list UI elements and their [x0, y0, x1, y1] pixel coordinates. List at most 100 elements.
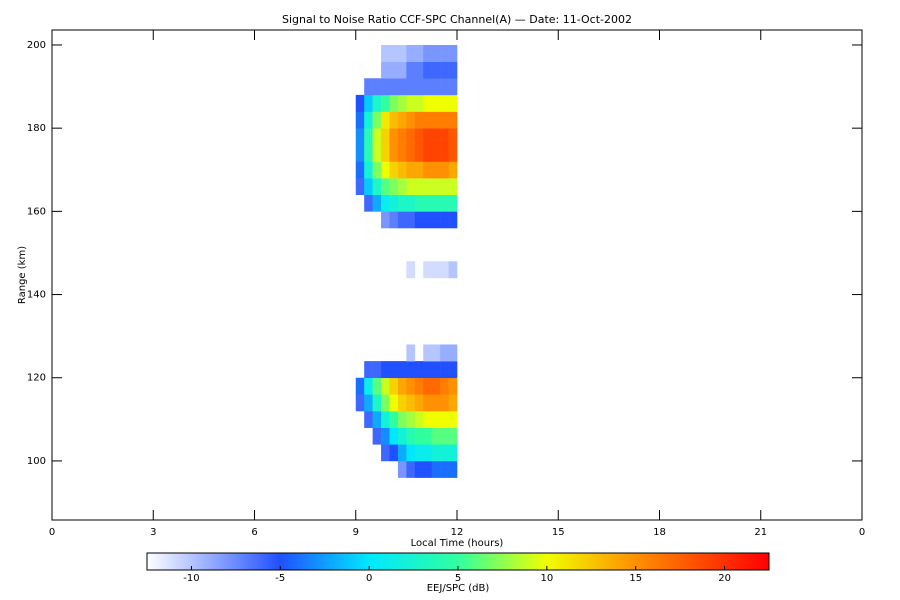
heat-cell — [431, 194, 441, 212]
heat-cell — [423, 427, 432, 445]
colorbar-tick-label: 5 — [455, 573, 461, 584]
heat-cell — [389, 427, 399, 445]
heat-cell — [414, 144, 424, 162]
chart-title: Signal to Noise Ratio CCF-SPC Channel(A)… — [282, 13, 632, 26]
heat-cell — [448, 427, 458, 445]
heat-cell — [406, 61, 416, 79]
heat-cell — [389, 78, 399, 96]
heat-cell — [364, 111, 373, 129]
heat-cell — [423, 178, 432, 196]
heat-cell — [440, 144, 449, 162]
heat-cell — [389, 111, 399, 129]
heat-cell — [431, 411, 441, 428]
heat-cell — [440, 377, 449, 395]
heat-cell — [440, 94, 449, 112]
heat-cell — [431, 394, 441, 412]
colorbar-tick-label: 15 — [629, 573, 642, 584]
heat-cell — [423, 94, 432, 112]
heat-cell — [440, 194, 449, 212]
heat-cell — [389, 444, 399, 462]
heat-cell — [397, 361, 407, 379]
heat-cell — [440, 361, 449, 379]
colorbar-tick-label: -10 — [183, 573, 199, 584]
heat-cell — [381, 128, 390, 146]
heat-cell — [406, 211, 416, 229]
heat-cell — [397, 94, 407, 112]
heat-cell — [414, 111, 424, 129]
heat-cell — [381, 61, 390, 79]
heat-cell — [423, 144, 432, 162]
heat-cell — [431, 61, 441, 79]
heat-cell — [431, 44, 441, 62]
x-tick-label: 9 — [353, 527, 359, 538]
heat-cell — [440, 427, 449, 445]
heat-cell — [406, 344, 416, 362]
heat-cell — [381, 444, 390, 462]
colorbar-tick-label: -5 — [275, 573, 285, 584]
heat-cell — [423, 61, 432, 79]
heat-cell — [372, 394, 382, 412]
heat-cell — [406, 427, 416, 445]
heat-cell — [355, 128, 365, 146]
heat-cell — [364, 161, 373, 179]
heat-cell — [381, 144, 390, 162]
heat-cell — [414, 361, 424, 379]
x-tick-label: 12 — [451, 527, 464, 538]
heat-cell — [423, 44, 432, 62]
heat-cell — [414, 377, 424, 395]
heat-cell — [381, 78, 390, 96]
colorbar-tick-label: 0 — [366, 573, 372, 584]
heat-cell — [414, 460, 424, 478]
heat-cell — [372, 194, 382, 212]
heat-cell — [397, 377, 407, 395]
heat-cell — [406, 361, 416, 379]
heat-cell — [381, 194, 390, 212]
heat-cell — [397, 411, 407, 428]
heat-cell — [414, 427, 424, 445]
heat-cell — [364, 377, 373, 395]
heat-cell — [406, 444, 416, 462]
heat-cell — [440, 211, 449, 229]
heat-cell — [406, 411, 416, 428]
heat-cell — [397, 44, 407, 62]
heat-cell — [381, 161, 390, 179]
heat-cell — [440, 178, 449, 196]
x-tick-label: 0 — [859, 527, 865, 538]
heat-cell — [448, 94, 458, 112]
heat-cell — [414, 394, 424, 412]
heat-cell — [355, 144, 365, 162]
heat-cell — [414, 444, 424, 462]
colorbar-tick-label: 10 — [540, 573, 553, 584]
heat-cell — [372, 377, 382, 395]
heat-cell — [423, 111, 432, 129]
heat-cell — [372, 144, 382, 162]
heat-cell — [364, 178, 373, 196]
heat-cell — [397, 211, 407, 229]
heat-cell — [440, 394, 449, 412]
heat-cell — [397, 427, 407, 445]
heat-cell — [440, 61, 449, 79]
heat-cell — [414, 211, 424, 229]
heat-cell — [448, 361, 458, 379]
heat-cell — [414, 178, 424, 196]
heat-cell — [423, 460, 432, 478]
heat-cell — [372, 111, 382, 129]
heat-cell — [448, 460, 458, 478]
heat-cell — [448, 394, 458, 412]
heat-cell — [364, 78, 373, 96]
heat-cell — [372, 427, 382, 445]
heat-cell — [440, 44, 449, 62]
heat-cell — [406, 194, 416, 212]
heat-cell — [414, 128, 424, 146]
heat-cell — [448, 111, 458, 129]
heat-cell — [389, 161, 399, 179]
heat-cell — [406, 161, 416, 179]
heat-cell — [372, 411, 382, 428]
heat-cell — [389, 144, 399, 162]
heat-cell — [397, 460, 407, 478]
heat-cell — [414, 94, 424, 112]
heat-cell — [431, 261, 441, 279]
heat-cell — [397, 128, 407, 146]
heat-cell — [414, 61, 424, 79]
